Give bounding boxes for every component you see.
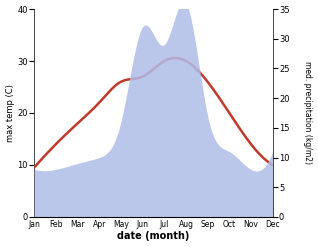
X-axis label: date (month): date (month)	[117, 231, 190, 242]
Y-axis label: max temp (C): max temp (C)	[5, 84, 15, 142]
Y-axis label: med. precipitation (kg/m2): med. precipitation (kg/m2)	[303, 62, 313, 165]
